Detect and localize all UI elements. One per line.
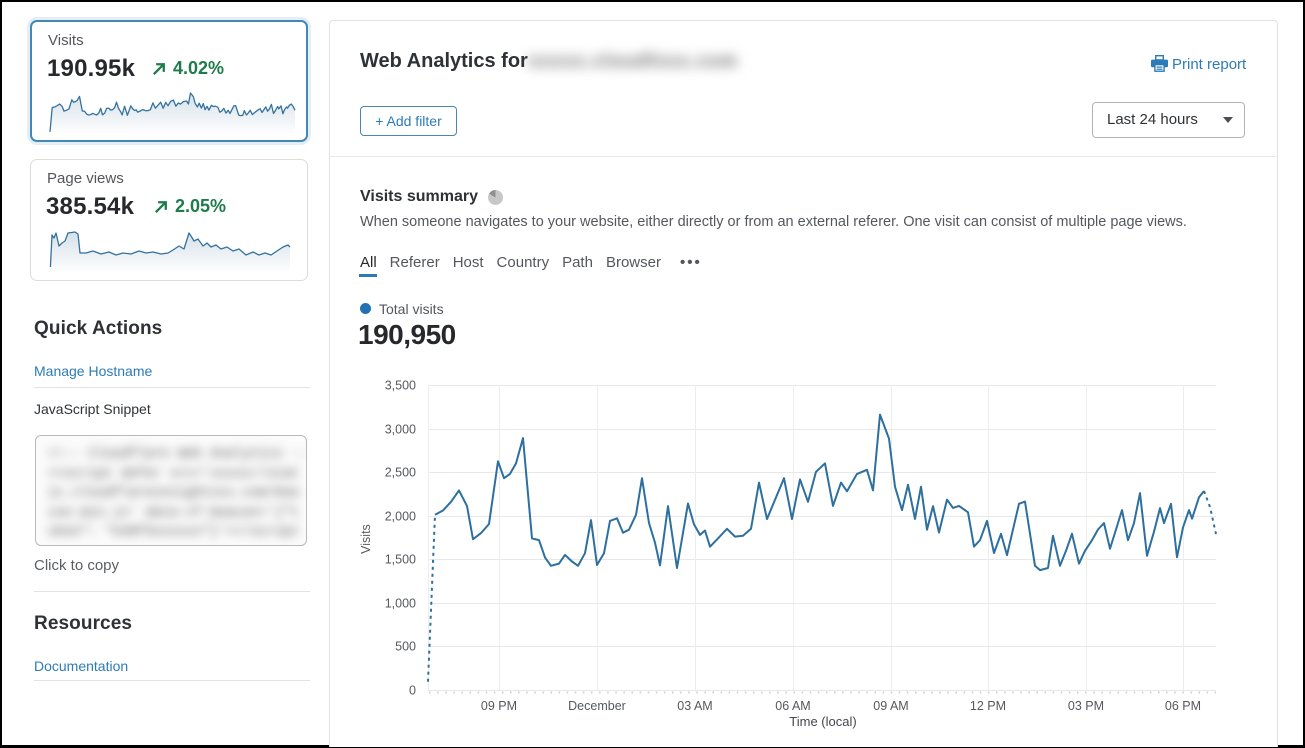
- svg-text:2,000: 2,000: [385, 510, 416, 524]
- svg-text:2,500: 2,500: [385, 466, 416, 480]
- svg-text:09 AM: 09 AM: [873, 699, 908, 713]
- svg-text:12 PM: 12 PM: [970, 699, 1006, 713]
- svg-text:500: 500: [395, 640, 416, 654]
- svg-text:Visits: Visits: [359, 524, 373, 554]
- svg-text:06 AM: 06 AM: [775, 699, 810, 713]
- svg-text:03 AM: 03 AM: [677, 699, 712, 713]
- svg-text:03 PM: 03 PM: [1068, 699, 1104, 713]
- svg-text:1,000: 1,000: [385, 597, 416, 611]
- svg-text:09 PM: 09 PM: [481, 699, 517, 713]
- svg-text:3,000: 3,000: [385, 423, 416, 437]
- svg-text:3,500: 3,500: [385, 379, 416, 393]
- svg-text:1,500: 1,500: [385, 553, 416, 567]
- svg-text:December: December: [568, 699, 626, 713]
- svg-text:06 PM: 06 PM: [1165, 699, 1201, 713]
- svg-text:0: 0: [409, 684, 416, 698]
- svg-text:Time (local): Time (local): [789, 714, 856, 729]
